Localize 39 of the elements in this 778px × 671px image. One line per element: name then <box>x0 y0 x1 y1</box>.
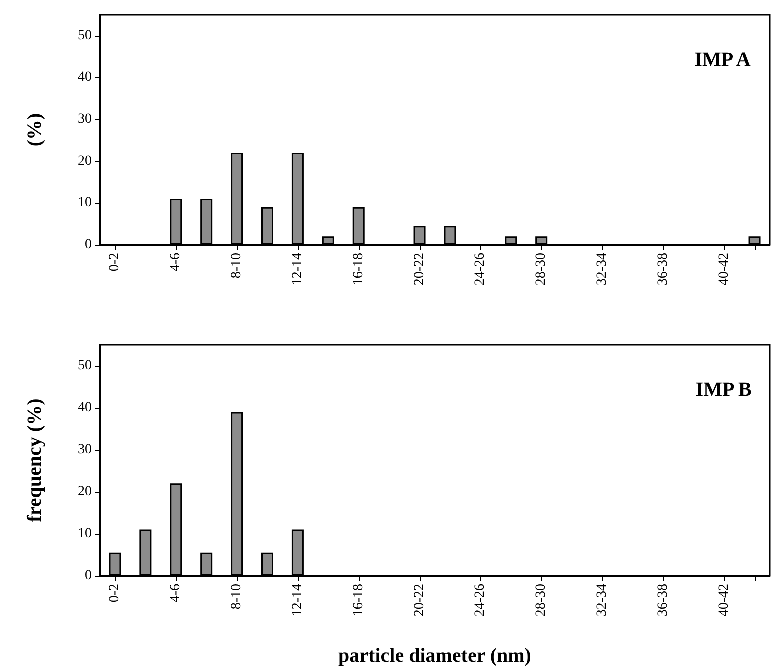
x-tick-label: 16-18 <box>351 584 366 617</box>
y-tick-label: 20 <box>78 484 92 500</box>
x-tick-label: 4-6 <box>168 584 184 603</box>
x-tick-label: 40-42 <box>716 584 732 617</box>
x-tick-label: 24-26 <box>473 253 488 286</box>
x-tick-label: 0-2 <box>108 584 123 603</box>
x-tick-label: 16-18 <box>351 253 366 286</box>
x-tick-label: 32-34 <box>595 584 610 617</box>
y-tick-label: 10 <box>78 526 92 542</box>
x-tick-label: 8-10 <box>230 253 245 279</box>
x-tick-label: 20-22 <box>412 584 428 617</box>
text: IMP B <box>696 379 752 401</box>
y-tick-label: 40 <box>78 400 92 416</box>
y-tick-label: 30 <box>78 442 92 458</box>
x-tick-label: 28-30 <box>534 253 550 286</box>
x-tick-label: 32-34 <box>595 253 610 286</box>
x-tick-label: 4-6 <box>168 253 184 272</box>
x-tick-label: 36-38 <box>656 253 671 286</box>
y-tick-label: 50 <box>78 28 92 44</box>
y-tick-label: 50 <box>78 358 92 374</box>
x-tick-label: 12-14 <box>290 584 306 617</box>
y-tick-label: 20 <box>78 154 92 169</box>
y-tick-label: 0 <box>85 568 92 584</box>
y-axis-title: (%) <box>24 113 46 147</box>
x-tick-label: 24-26 <box>473 584 488 617</box>
y-tick-label: 10 <box>78 196 92 211</box>
x-tick-label: 28-30 <box>534 584 550 617</box>
x-tick-label: 40-42 <box>716 253 732 286</box>
x-axis-title: particle diameter (nm) <box>338 645 532 667</box>
y-tick-label: 30 <box>78 112 92 128</box>
x-tick-label: 36-38 <box>656 584 671 617</box>
x-tick-label: 0-2 <box>108 253 123 272</box>
y-tick-label: 40 <box>78 70 92 86</box>
y-axis-title: frequency (%) <box>24 398 46 522</box>
x-tick-label: 12-14 <box>290 253 306 286</box>
text: IMP A <box>694 49 752 71</box>
y-tick-label: 0 <box>85 238 92 252</box>
x-tick-label: 8-10 <box>230 584 245 610</box>
x-tick-label: 20-22 <box>412 253 428 286</box>
